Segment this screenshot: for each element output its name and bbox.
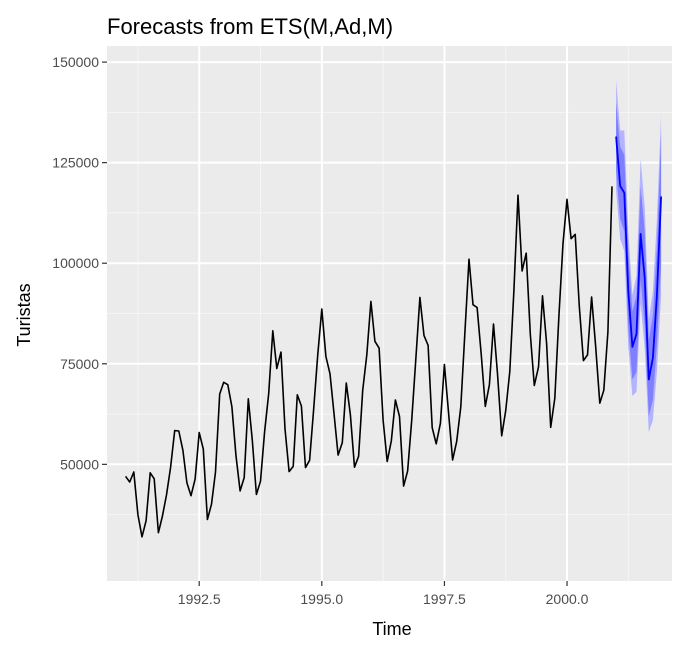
x-tick-label: 2000.0 <box>546 591 589 607</box>
y-axis-ticks: 50000 75000 100000 125000 150000 <box>52 54 107 472</box>
forecast-series-line <box>615 136 662 381</box>
y-tick-label: 125000 <box>52 155 99 171</box>
y-tick-label: 100000 <box>52 255 99 271</box>
x-tick-label: 1997.5 <box>423 591 466 607</box>
x-tick-label: 1992.5 <box>178 591 221 607</box>
y-tick-label: 75000 <box>60 356 99 372</box>
grid-major <box>107 46 672 581</box>
interval-80-band <box>616 102 662 417</box>
y-tick-label: 150000 <box>52 54 99 70</box>
y-tick-label: 50000 <box>60 456 99 472</box>
x-tick-label: 1995.0 <box>300 591 343 607</box>
chart-title: Forecasts from ETS(M,Ad,M) <box>107 14 393 39</box>
forecast-intervals <box>616 80 662 433</box>
x-axis-ticks: 1992.5 1995.0 1997.5 2000.0 <box>178 581 589 607</box>
observed-series-line <box>124 186 613 538</box>
y-axis-label: Turistas <box>14 283 34 346</box>
series-lines <box>124 136 662 538</box>
grid-minor <box>107 46 672 581</box>
x-axis-label: Time <box>372 619 411 639</box>
